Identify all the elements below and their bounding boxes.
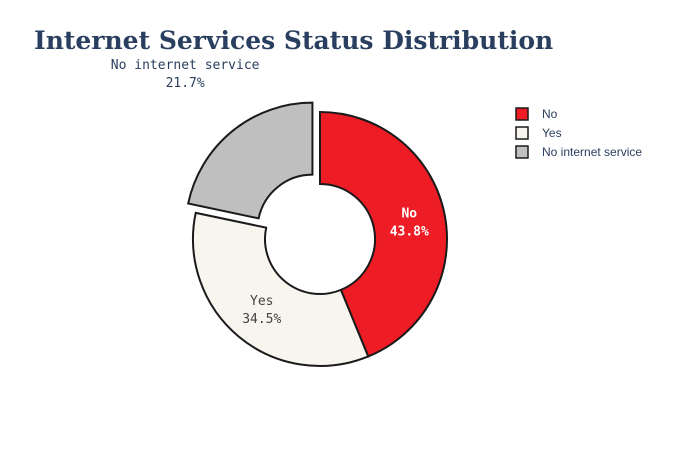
legend: No Yes No internet service — [515, 107, 642, 159]
legend-item-no[interactable]: No — [515, 107, 558, 121]
slice-label-no: No 43.8% — [390, 206, 429, 239]
legend-swatch-no — [515, 107, 529, 121]
legend-item-yes[interactable]: Yes — [515, 126, 562, 140]
slice-no-internet-service — [186, 101, 314, 220]
legend-label-yes: Yes — [542, 126, 562, 140]
donut-slices — [186, 101, 448, 367]
chart-title: Internet Services Status Distribution — [34, 26, 553, 55]
slice-yes — [192, 211, 370, 367]
slice-no — [319, 110, 448, 358]
legend-swatch-no-internet-service — [515, 145, 529, 159]
legend-label-no-internet-service: No internet service — [542, 145, 642, 159]
slice-labels: No 43.8% Yes 34.5% No internet service 21.7% — [111, 58, 429, 327]
legend-swatch-yes — [515, 126, 529, 140]
legend-label-no: No — [542, 107, 558, 121]
slice-label-no-internet-service: No internet service 21.7% — [111, 58, 260, 91]
legend-item-no-internet-service[interactable]: No internet service — [515, 145, 642, 159]
slice-label-yes: Yes 34.5% — [242, 294, 281, 327]
